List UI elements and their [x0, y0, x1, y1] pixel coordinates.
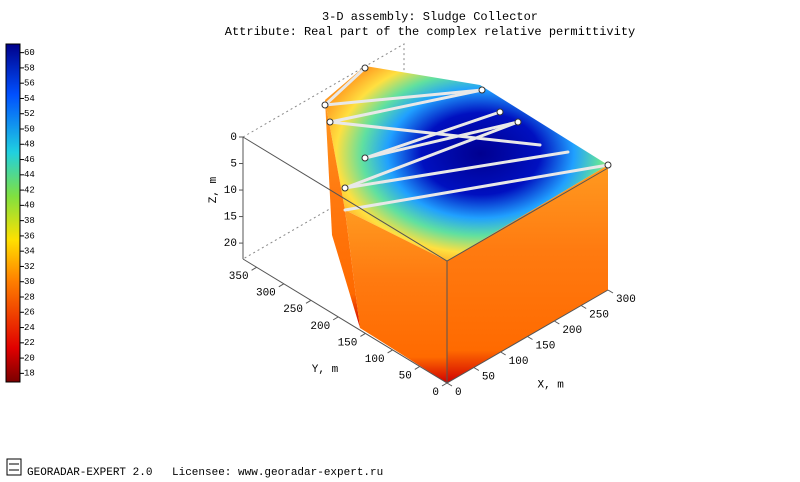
colorbar-tick-label: 50 [24, 124, 35, 134]
colorbar-tick-label: 58 [24, 63, 35, 73]
box [242, 43, 612, 384]
side-surface [325, 100, 360, 328]
z-tick-label: 10 [224, 185, 237, 197]
colorbar-tick-label: 32 [24, 262, 35, 272]
colorbar-tick-label: 18 [24, 369, 35, 379]
x-tick [500, 351, 506, 356]
y-tick-label: 300 [256, 288, 276, 300]
y-tick [278, 283, 285, 288]
y-tick [305, 299, 312, 304]
y-tick [441, 382, 448, 387]
x-tick [473, 367, 480, 371]
colorbar-tick-label: 26 [24, 308, 35, 318]
app-name: GEORADAR-EXPERT 2.0 [27, 467, 152, 479]
front-surface [447, 165, 608, 383]
colorbar-tick-label: 36 [24, 231, 35, 241]
colorbar-tick-label: 48 [24, 140, 35, 150]
z-tick-label: 5 [230, 158, 237, 170]
colorbar-tick-label: 24 [24, 323, 35, 333]
x-tick [580, 305, 587, 309]
y-tick-label: 50 [399, 370, 412, 382]
app-icon [6, 458, 22, 476]
x-tick [446, 382, 453, 387]
colorbar-tick-label: 38 [24, 216, 35, 226]
colorbar-tick-label: 34 [24, 247, 35, 257]
colorbar-tick-label: 52 [24, 109, 35, 119]
colorbar-tick-label: 30 [24, 277, 35, 287]
colorbar-tick-label: 56 [24, 79, 35, 89]
top-surface [325, 66, 608, 261]
x-tick [527, 336, 533, 340]
y-tick [360, 332, 366, 337]
x-tick-label: 100 [509, 356, 529, 368]
x-tick-label: 150 [536, 340, 556, 352]
y-tick-label: 150 [338, 337, 358, 349]
colorbar [5, 43, 21, 383]
profiles [321, 64, 612, 212]
x-tick [554, 320, 560, 325]
colorbar-tick-label: 22 [24, 338, 35, 348]
y-tick-label: 350 [229, 271, 249, 283]
z-tick-label: 20 [224, 238, 237, 250]
x-tick-label: 0 [455, 387, 462, 399]
y-tick-label: 100 [365, 354, 385, 366]
y-tick-label: 250 [283, 304, 303, 316]
x-tick-label: 50 [482, 371, 495, 383]
colorbar-tick-label: 40 [24, 201, 35, 211]
x-tick-label: 250 [589, 309, 609, 321]
y-tick-label: 0 [432, 387, 439, 399]
colorbar-tick-label: 20 [24, 353, 35, 363]
z-tick-label: 15 [224, 211, 237, 223]
z-axis-label: Z, m [208, 176, 220, 203]
colorbar-tick-label: 46 [24, 155, 35, 165]
colorbar-tick-label: 54 [24, 94, 35, 104]
y-tick [387, 349, 393, 354]
title: 3-D assembly: Sludge Collector [322, 10, 538, 24]
front-surface [345, 210, 447, 383]
colorbar-tick-label: 42 [24, 185, 35, 195]
colorbar-tick-label: 44 [24, 170, 35, 180]
z-tick-label: 0 [230, 132, 237, 144]
x-axis-label: X, m [538, 379, 565, 391]
subtitle: Attribute: Real part of the complex rela… [225, 25, 635, 39]
x-tick [607, 289, 614, 294]
y-tick [414, 366, 421, 370]
colorbar-tick-label: 60 [24, 48, 35, 58]
y-tick [332, 316, 339, 321]
footer: GEORADAR-EXPERT 2.0 Licensee: www.georad… [6, 458, 383, 479]
y-tick-label: 200 [310, 321, 330, 333]
licensee: Licensee: www.georadar-expert.ru [172, 467, 383, 479]
y-axis-label: Y, m [312, 364, 339, 376]
y-tick [251, 266, 257, 271]
colorbar-tick-label: 28 [24, 292, 35, 302]
x-tick-label: 300 [616, 294, 636, 306]
x-tick-label: 200 [562, 325, 582, 337]
